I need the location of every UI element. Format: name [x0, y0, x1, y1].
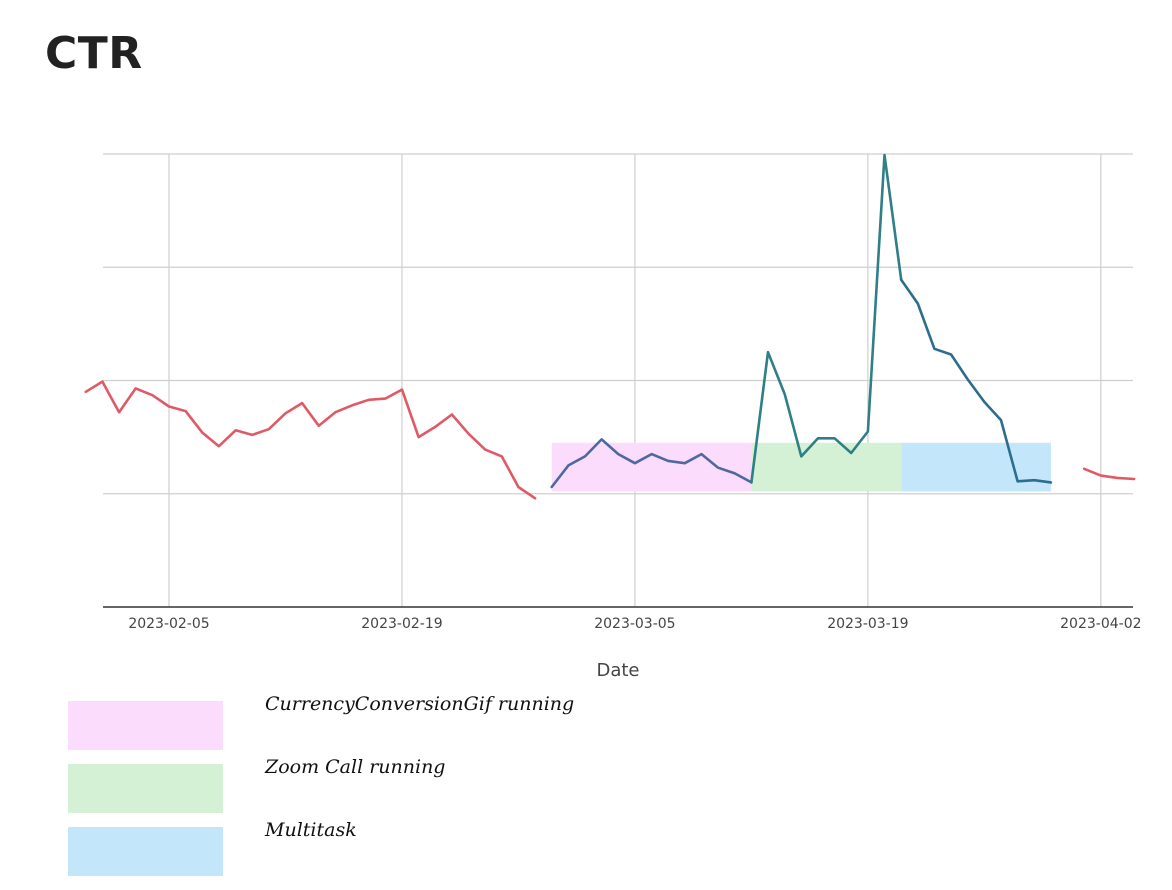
highlight-band-2 [901, 442, 1051, 492]
ctr-line-chart: 2023-02-05 2023-02-19 2023-03-05 2023-03-19… [84, 153, 1142, 681]
x-tick-label: 2023-02-05 [128, 616, 209, 632]
legend: CurrencyConversionGif running Zoom Call … [68, 693, 768, 890]
series-line-3 [899, 278, 1053, 484]
band-layer [551, 442, 1051, 492]
legend-label-zoom-call: Zoom Call running [265, 756, 446, 778]
series-line-0 [84, 380, 537, 500]
legend-item-multitask: Multitask [68, 819, 768, 876]
grid-layer [103, 153, 1133, 607]
legend-swatch-multitask [68, 827, 223, 876]
legend-label-currency-conversion: CurrencyConversionGif running [265, 693, 575, 715]
highlight-band-0 [551, 442, 752, 492]
highlight-band-1 [751, 442, 902, 492]
series-line-2 [750, 153, 903, 484]
x-tick-label: 2023-03-05 [594, 616, 675, 632]
series-line-1 [550, 438, 753, 489]
legend-item-currency-conversion: CurrencyConversionGif running [68, 693, 768, 750]
axis-layer: 2023-02-05 2023-02-19 2023-03-05 2023-03-19… [103, 606, 1142, 632]
page-title: CTR [45, 28, 143, 79]
x-tick-label: 2023-03-19 [827, 616, 908, 632]
legend-swatch-currency-conversion [68, 701, 223, 750]
x-tick-label: 2023-02-19 [361, 616, 442, 632]
legend-swatch-zoom-call [68, 764, 223, 813]
series-layer [84, 153, 1136, 500]
legend-item-zoom-call: Zoom Call running [68, 756, 768, 813]
x-tick-label: 2023-04-02 [1060, 616, 1141, 632]
x-axis-title: Date [596, 660, 639, 681]
legend-label-multitask: Multitask [265, 819, 357, 841]
series-line-4 [1082, 467, 1136, 481]
